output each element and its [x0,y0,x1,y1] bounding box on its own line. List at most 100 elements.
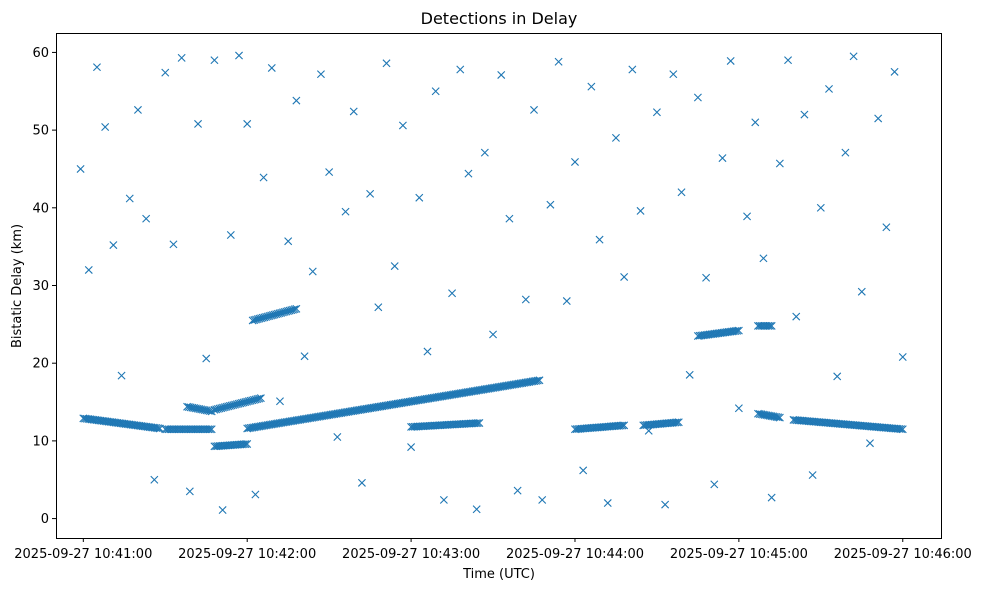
detection-marker [775,159,784,168]
detection-marker [333,433,342,441]
detection-marker [101,123,110,131]
detection-marker [243,440,252,448]
detection-marker [743,212,752,221]
detection-marker [290,305,299,314]
x-tick-label: 2025-09-27 10:43:00 [342,547,480,562]
detection-marker [255,394,264,403]
detection-marker [316,70,325,79]
detection-marker [398,121,407,130]
detection-marker [587,82,596,91]
detection-marker [784,56,793,65]
detection-marker [674,418,683,427]
chart-title: Detections in Delay [421,9,578,28]
plot-area [76,51,907,515]
detection-marker [154,424,163,433]
detection-marker [882,223,891,232]
detection-marker [185,487,194,496]
detection-marker [205,407,214,416]
detection-marker [661,500,670,509]
x-tick-label: 2025-09-27 10:42:00 [178,547,316,562]
detection-marker [202,354,211,363]
detection-marker [685,370,694,379]
detection-marker [533,376,542,385]
detection-marker [505,214,514,223]
detection-marker [456,65,465,74]
detection-marker [204,425,213,434]
detection-marker [256,394,265,403]
detection-marker [595,235,604,244]
detection-marker [513,486,522,495]
detection-marker [673,418,682,427]
detection-marker [423,347,432,356]
detection-marker [415,193,424,202]
detection-marker [530,105,538,114]
detection-marker [431,87,440,96]
detection-marker [471,419,480,428]
detection-marker [898,425,907,434]
detection-marker [382,59,391,68]
detection-marker [628,65,637,74]
detection-marker [671,418,680,427]
detection-marker [210,56,219,65]
detection-marker [733,326,742,335]
detection-marker [308,267,317,276]
detection-marker [579,466,588,475]
detection-marker [669,70,678,79]
detection-marker [603,499,612,508]
detection-marker [718,154,727,163]
detection-marker [76,164,85,173]
detection-marker [259,173,268,182]
detection-marker [652,108,661,117]
x-tick-label: 2025-09-27 10:41:00 [14,547,152,562]
detection-marker [300,352,309,361]
detection-marker [142,214,151,223]
x-tick-label: 2025-09-27 10:45:00 [670,547,808,562]
detection-marker [808,471,817,480]
detection-marker [546,200,555,209]
detection-marker [226,231,235,239]
detection-marker [125,194,134,203]
y-tick-label: 40 [32,201,49,216]
detection-marker [833,372,842,381]
detection-marker [194,119,203,128]
detection-marker [620,421,629,430]
detection-marker [241,440,250,449]
detection-marker [865,439,874,448]
detection-marker [390,262,399,271]
detection-marker [857,287,866,296]
detection-marker [292,304,301,313]
detection-marker [898,352,907,361]
detection-marker [895,424,904,433]
detection-marker [150,475,159,484]
detection-marker [235,51,243,60]
detection-marker [620,272,629,281]
detection-marker [275,397,284,406]
detection-marker [616,421,625,430]
detection-marker [792,312,801,321]
detection-marker [152,424,161,432]
x-tick-label: 2025-09-27 10:44:00 [506,547,644,562]
detection-marker [117,371,126,380]
axes-frame [56,33,942,539]
detection-marker [532,376,541,385]
detection-marker [243,119,252,128]
detection-marker [439,495,448,504]
detection-marker [366,189,375,198]
y-axis-label: Bistatic Delay (km) [10,224,25,348]
y-tick-label: 20 [32,357,49,372]
detection-marker [521,295,530,304]
detection-marker [644,426,653,435]
detection-marker [825,84,833,93]
detection-marker [890,67,899,76]
y-tick-label: 30 [32,279,49,294]
detection-marker [205,425,214,434]
y-axis: 0 10 20 30 40 50 60 [32,46,56,527]
detection-marker [535,376,544,385]
detection-marker [407,443,416,452]
detection-marker [874,114,883,123]
detection-marker [693,93,702,102]
y-tick-label: 0 [41,512,49,527]
detection-marker [109,241,118,250]
